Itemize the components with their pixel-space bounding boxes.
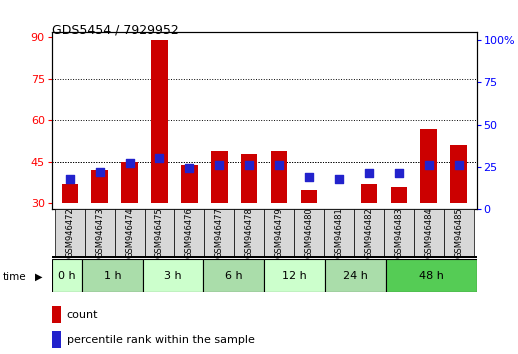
Point bbox=[335, 176, 343, 181]
Text: 3 h: 3 h bbox=[164, 271, 182, 281]
Text: GSM946474: GSM946474 bbox=[125, 207, 134, 258]
Bar bbox=[52, 306, 61, 323]
Bar bbox=[114, 209, 145, 257]
Text: GSM946481: GSM946481 bbox=[335, 207, 343, 258]
Bar bbox=[450, 145, 467, 203]
Point bbox=[95, 169, 104, 175]
Text: ▶: ▶ bbox=[35, 272, 42, 282]
Point bbox=[365, 171, 373, 176]
Point bbox=[185, 166, 194, 171]
Bar bbox=[391, 187, 407, 203]
Bar bbox=[271, 151, 287, 203]
Point bbox=[275, 162, 283, 168]
Point bbox=[245, 162, 253, 168]
Point bbox=[454, 162, 463, 168]
Bar bbox=[205, 209, 234, 257]
Point bbox=[125, 160, 134, 166]
Text: 0 h: 0 h bbox=[58, 271, 76, 281]
Text: GSM946472: GSM946472 bbox=[65, 207, 74, 258]
Point bbox=[215, 162, 223, 168]
Bar bbox=[241, 154, 257, 203]
Text: GSM946478: GSM946478 bbox=[244, 207, 254, 258]
Bar bbox=[324, 209, 354, 257]
Bar bbox=[175, 209, 205, 257]
Bar bbox=[211, 151, 227, 203]
Bar bbox=[443, 209, 473, 257]
Text: GSM946479: GSM946479 bbox=[275, 207, 284, 258]
Text: GSM946475: GSM946475 bbox=[155, 207, 164, 258]
Bar bbox=[121, 162, 138, 203]
Bar bbox=[52, 259, 82, 292]
Point bbox=[425, 162, 433, 168]
Bar bbox=[325, 259, 385, 292]
Bar bbox=[62, 184, 78, 203]
Bar bbox=[82, 259, 143, 292]
Text: GSM946482: GSM946482 bbox=[364, 207, 373, 258]
Text: GSM946484: GSM946484 bbox=[424, 207, 433, 258]
Text: GSM946473: GSM946473 bbox=[95, 207, 104, 258]
Point bbox=[305, 174, 313, 180]
Bar bbox=[264, 259, 325, 292]
Point bbox=[66, 176, 74, 181]
Bar bbox=[55, 209, 85, 257]
Text: count: count bbox=[67, 310, 98, 320]
Text: 12 h: 12 h bbox=[282, 271, 307, 281]
Bar bbox=[52, 331, 61, 348]
Bar bbox=[92, 170, 108, 203]
Text: GDS5454 / 7929952: GDS5454 / 7929952 bbox=[52, 23, 179, 36]
Text: 6 h: 6 h bbox=[225, 271, 242, 281]
Bar bbox=[384, 209, 414, 257]
Text: percentile rank within the sample: percentile rank within the sample bbox=[67, 335, 254, 344]
Text: GSM946483: GSM946483 bbox=[394, 207, 404, 258]
Bar bbox=[301, 189, 317, 203]
Text: GSM946476: GSM946476 bbox=[185, 207, 194, 258]
Point bbox=[155, 155, 164, 161]
Bar bbox=[85, 209, 114, 257]
Text: GSM946477: GSM946477 bbox=[215, 207, 224, 258]
Bar bbox=[354, 209, 384, 257]
Text: GSM946485: GSM946485 bbox=[454, 207, 463, 258]
Text: 48 h: 48 h bbox=[419, 271, 443, 281]
Text: GSM946480: GSM946480 bbox=[305, 207, 313, 258]
Text: 24 h: 24 h bbox=[343, 271, 368, 281]
Bar bbox=[145, 209, 175, 257]
Bar bbox=[264, 209, 294, 257]
Bar bbox=[414, 209, 443, 257]
Bar bbox=[234, 209, 264, 257]
Bar bbox=[421, 129, 437, 203]
Text: 1 h: 1 h bbox=[104, 271, 121, 281]
Text: time: time bbox=[3, 272, 26, 282]
Point bbox=[395, 171, 403, 176]
Bar bbox=[294, 209, 324, 257]
Bar bbox=[151, 40, 168, 203]
Bar bbox=[361, 184, 377, 203]
Bar bbox=[385, 259, 477, 292]
Bar bbox=[181, 165, 198, 203]
Bar bbox=[143, 259, 204, 292]
Bar bbox=[204, 259, 264, 292]
